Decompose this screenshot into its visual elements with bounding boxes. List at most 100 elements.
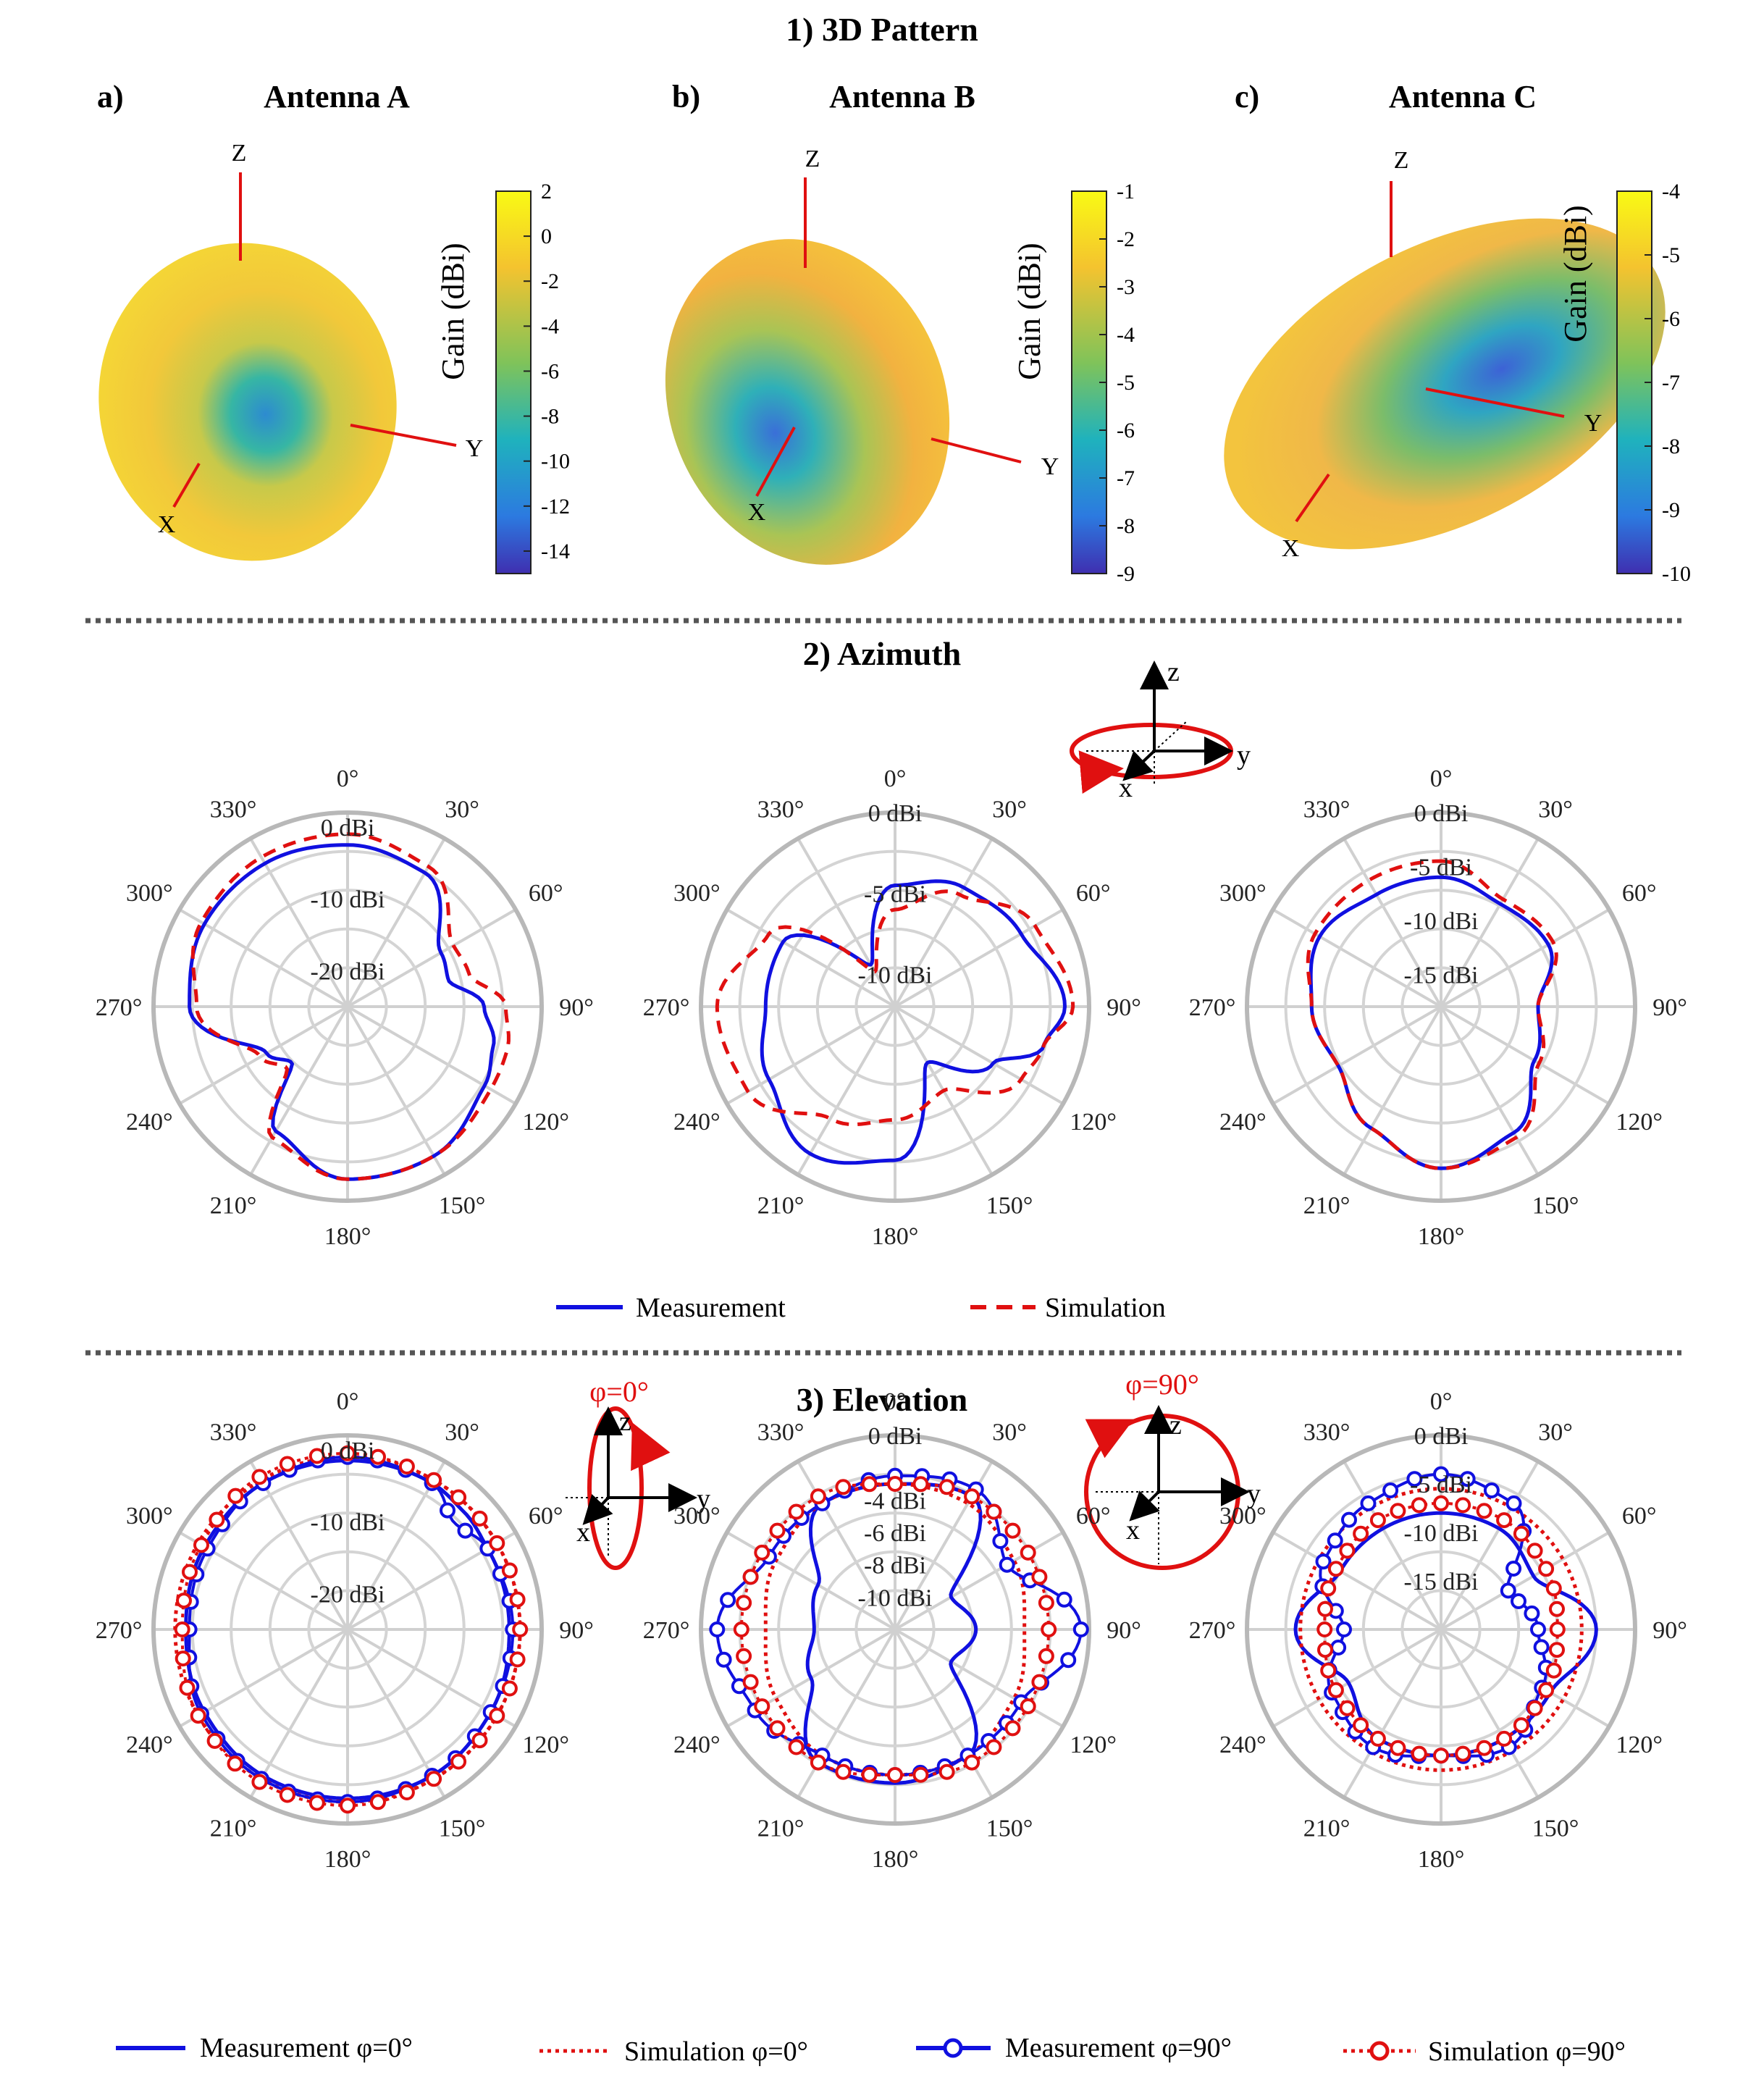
angle-label: 210° <box>210 1816 257 1842</box>
angle-label: 90° <box>1652 994 1687 1021</box>
rotation-arrow-icon <box>631 1422 671 1472</box>
series-marker-4 <box>1369 1730 1386 1747</box>
series-marker-4 <box>308 1448 325 1464</box>
rotation-arrow-icon <box>1078 750 1124 794</box>
polar-chart-5: 0 dBi -4 dBi -6 dBi -8 dBi -10 dBi 0° 30° 60° 90… <box>643 1388 1141 1873</box>
colorbar-tick-label: -10 <box>541 450 570 474</box>
polar-ring <box>307 966 388 1047</box>
legend-label-sim0: Simulation φ=0° <box>624 2036 808 2067</box>
series-marker-4 <box>175 1650 191 1667</box>
series-line-1 <box>1309 875 1554 1170</box>
series-marker-4 <box>1004 1522 1021 1539</box>
polar-spoke <box>1272 1531 1442 1631</box>
polar-spoke <box>894 1628 994 1799</box>
colorbar-tick-label: -3 <box>1117 275 1135 299</box>
series-marker-4 <box>1433 1495 1449 1511</box>
panel-letter: c) <box>1235 79 1259 114</box>
colorbar-tick-label: -8 <box>1117 514 1135 538</box>
series-marker-3 <box>1511 1593 1526 1609</box>
polar-spoke <box>1343 1460 1442 1630</box>
x-axis-label: X <box>1282 535 1300 562</box>
polar-spoke <box>1272 1628 1442 1728</box>
colorbar-tick-label: -5 <box>1662 243 1680 267</box>
colorbar-tick-label: -9 <box>1662 498 1680 522</box>
angle-label: 30° <box>445 796 479 823</box>
angle-label: 180° <box>1418 1846 1465 1873</box>
series-marker-4 <box>1041 1621 1057 1637</box>
series-marker-4 <box>1327 1682 1344 1698</box>
series-marker-3 <box>1360 1495 1377 1511</box>
colorbar <box>495 190 532 574</box>
colorbar-tick-label: -2 <box>1117 227 1135 251</box>
polar-chart-6: 0 dBi -5 dBi -10 dBi -15 dBi 0° 30° 60° 90° 120°… <box>1189 1388 1687 1873</box>
angle-label: 150° <box>1532 1193 1579 1220</box>
series-marker-4 <box>1353 1717 1369 1734</box>
angle-label: 330° <box>1303 1419 1351 1445</box>
panel-letter: b) <box>672 79 700 114</box>
series-marker-4 <box>1411 1497 1427 1514</box>
polar-chart-2: 0 dBi -5 dBi -10 dBi 0° 30° 60° 90° 120° 150° 180… <box>643 765 1141 1250</box>
series-marker-4 <box>1549 1621 1566 1637</box>
angle-label: 90° <box>559 1617 594 1644</box>
series-marker-4 <box>509 1651 526 1668</box>
x-label: x <box>576 1517 590 1548</box>
z-axis-label: Z <box>805 146 820 172</box>
polar-ring <box>1323 889 1559 1125</box>
y-label: y <box>1247 1479 1261 1509</box>
y-axis-line <box>931 437 1022 463</box>
antenna-title: Antenna C <box>1389 79 1537 114</box>
series-marker-4 <box>810 1488 826 1505</box>
angle-label: 90° <box>559 994 594 1021</box>
series-marker-4 <box>1496 1512 1513 1529</box>
panel-3d-b: b) Antenna B Z Y X -1 -2 -3 -4 -5 -6 -7 -8 -9 Ga… <box>665 79 1135 586</box>
series-marker-4 <box>1031 1674 1048 1690</box>
polar-spoke <box>894 1531 1064 1631</box>
ring-label: -15 dBi <box>1404 1569 1479 1595</box>
series-marker-4 <box>227 1488 244 1504</box>
angle-label: 270° <box>1189 994 1236 1021</box>
rotation-arrow-icon <box>1085 1419 1134 1459</box>
polar-spoke <box>894 837 994 1007</box>
series-marker-4 <box>426 1472 442 1488</box>
antenna-title: Antenna B <box>829 79 975 114</box>
polar-outer-ring <box>699 810 1091 1203</box>
ring-label: -10 dBi <box>1404 1520 1479 1547</box>
colorbar-label: Gain (dBi) <box>1558 205 1593 342</box>
angle-label: 300° <box>1219 1503 1267 1530</box>
series-marker-4 <box>370 1448 386 1465</box>
colorbar-tick-label: -7 <box>1662 371 1680 395</box>
legend-label-meas90: Measurement φ=90° <box>1005 2033 1232 2063</box>
polar-spoke <box>178 908 349 1008</box>
angle-label: 60° <box>1076 880 1111 907</box>
angle-label: 90° <box>1652 1617 1687 1644</box>
angle-label: 270° <box>96 1617 143 1644</box>
series-line-2 <box>763 1482 1027 1777</box>
series-marker-3 <box>1524 1605 1540 1621</box>
angle-label: 60° <box>1622 880 1657 907</box>
x-arrow <box>1122 750 1156 781</box>
series-marker-4 <box>489 1535 505 1551</box>
series-marker-4 <box>810 1754 826 1771</box>
colorbar-tick-label: -12 <box>541 495 570 519</box>
series-marker-3 <box>1341 1511 1357 1528</box>
polar-ring <box>815 927 975 1086</box>
series-marker-4 <box>1390 1503 1406 1519</box>
ring-label: 0 dBi <box>321 815 375 842</box>
polar-ring <box>268 1550 427 1709</box>
angle-label: 210° <box>210 1193 257 1220</box>
polar-ring <box>230 889 466 1125</box>
colorbar-label: Gain (dBi) <box>435 243 471 379</box>
polar-ring <box>1361 927 1521 1086</box>
x-axis-label: X <box>748 499 766 526</box>
series-marker-4 <box>190 1708 206 1724</box>
polar-ring <box>815 1550 975 1709</box>
series-line-1 <box>760 879 1067 1165</box>
series-marker-4 <box>501 1680 518 1697</box>
series-marker-4 <box>769 1720 786 1737</box>
x-arrow <box>1129 1490 1160 1522</box>
series-marker-4 <box>509 1591 526 1608</box>
angle-label: 240° <box>673 1109 721 1136</box>
series-marker-4 <box>501 1562 518 1579</box>
series-marker-4 <box>788 1739 805 1755</box>
polar-ring <box>268 927 427 1086</box>
